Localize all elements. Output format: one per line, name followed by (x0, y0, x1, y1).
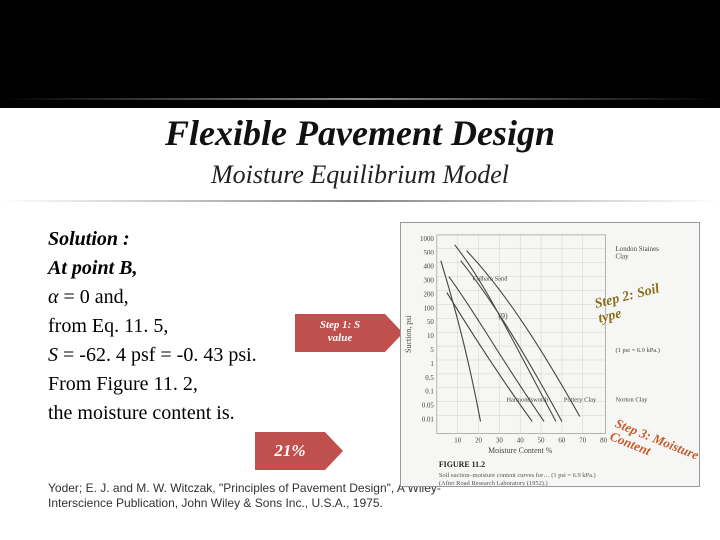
svg-text:10: 10 (454, 436, 461, 444)
svg-text:Pottery Clay: Pottery Clay (564, 397, 597, 404)
svg-text:500: 500 (423, 249, 434, 257)
svg-text:80: 80 (600, 436, 607, 444)
svg-text:0.05: 0.05 (422, 402, 435, 410)
svg-text:200: 200 (423, 290, 434, 298)
line-alpha: α = 0 and, (48, 283, 408, 312)
svg-text:Harmondsworth: Harmondsworth (506, 397, 549, 404)
svg-text:100: 100 (423, 304, 434, 312)
svg-text:FIGURE 11.2: FIGURE 11.2 (439, 460, 485, 469)
svg-text:Clay: Clay (616, 253, 630, 261)
alpha-symbol: α (48, 286, 59, 308)
svg-text:1000: 1000 (420, 235, 434, 243)
at-point: At point B, (48, 254, 408, 283)
svg-text:Norton Clay: Norton Clay (616, 397, 649, 404)
divider-mid (0, 200, 720, 202)
svg-text:10: 10 (427, 332, 434, 340)
svg-text:1: 1 (430, 360, 434, 368)
divider-top (0, 98, 720, 100)
line-fig: From Figure 11. 2, (48, 370, 408, 399)
svg-text:30: 30 (496, 436, 503, 444)
svg-text:70: 70 (579, 436, 586, 444)
svg-text:400: 400 (423, 263, 434, 271)
svg-text:60: 60 (558, 436, 565, 444)
slide-subtitle: Moisture Equilibrium Model (0, 160, 720, 190)
svg-text:0.5: 0.5 (425, 374, 434, 382)
svg-text:20: 20 (475, 436, 482, 444)
citation: Yoder; E. J. and M. W. Witczak, "Princip… (48, 481, 448, 511)
svg-text:5: 5 (430, 346, 434, 354)
y-axis-label: Suction, psi (404, 315, 413, 353)
svg-text:(After Road Research Laborator: (After Road Research Laboratory (1952).) (439, 480, 548, 486)
svg-text:Culham Sand: Culham Sand (473, 276, 509, 283)
svg-text:50: 50 (538, 436, 545, 444)
svg-text:300: 300 (423, 277, 434, 285)
slide-title: Flexible Pavement Design (0, 112, 720, 154)
svg-text:0.01: 0.01 (422, 415, 435, 423)
svg-text:40: 40 (517, 436, 524, 444)
svg-text:(1 psi = 6.9 kPa.): (1 psi = 6.9 kPa.) (616, 347, 660, 354)
x-axis-label: Moisture Content % (488, 446, 553, 455)
result-arrow: 21% (255, 432, 325, 470)
svg-text:London Staines: London Staines (616, 245, 660, 253)
svg-text:Soil suction–moisture content: Soil suction–moisture content curves for… (439, 472, 596, 479)
line-moist: the moisture content is. (48, 399, 408, 428)
solution-heading: Solution : (48, 225, 408, 254)
svg-text:50: 50 (427, 318, 434, 326)
svg-text:0.1: 0.1 (425, 388, 434, 396)
svg-text:(9): (9) (498, 311, 508, 320)
step1-arrow: Step 1: S value (295, 314, 385, 352)
